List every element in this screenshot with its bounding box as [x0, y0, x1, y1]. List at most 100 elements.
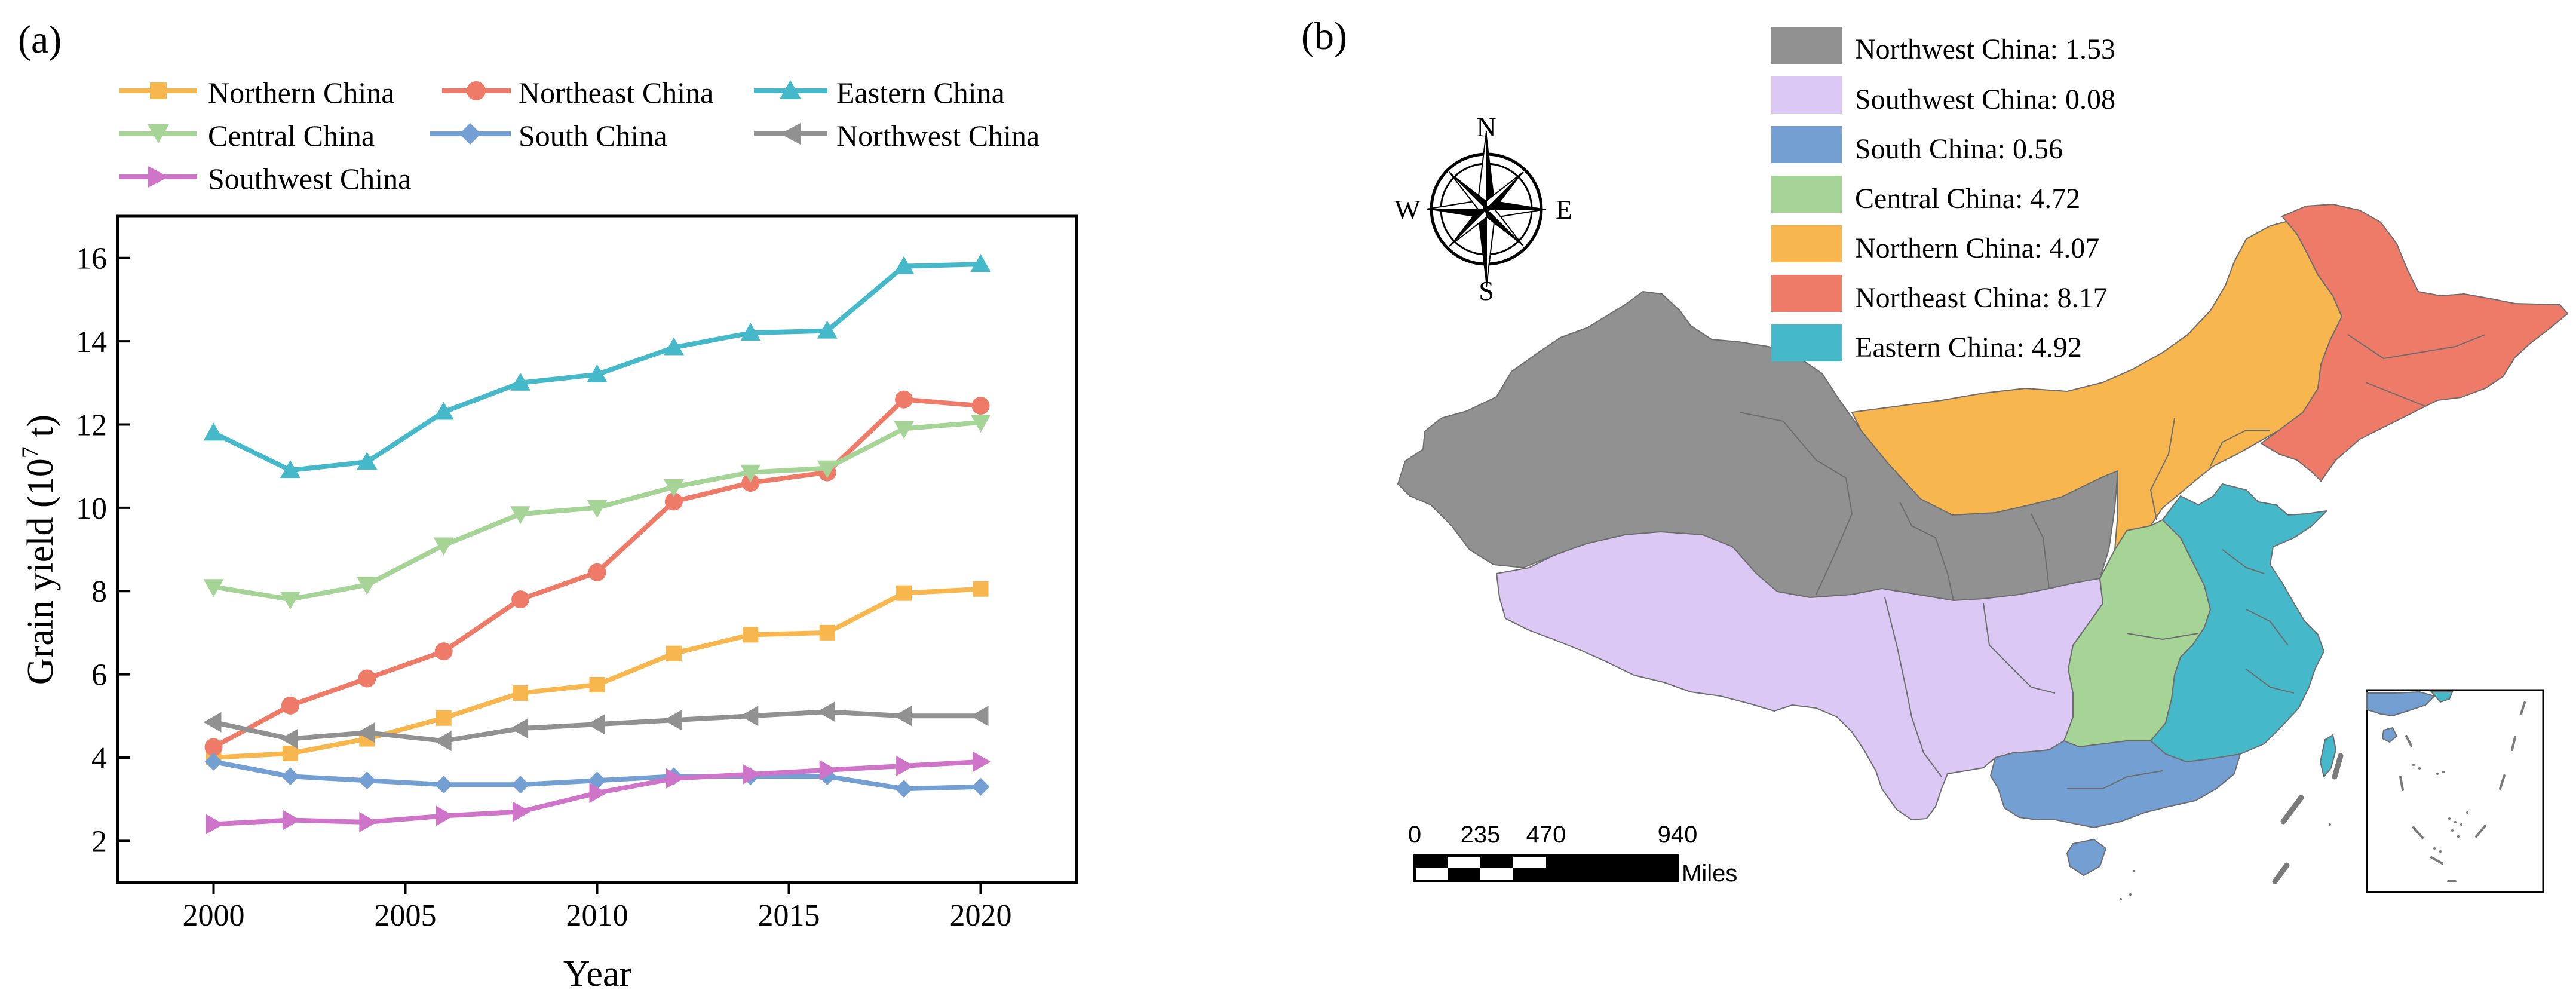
data-point	[663, 479, 684, 497]
data-point	[817, 701, 835, 722]
data-point	[588, 563, 606, 581]
data-point	[971, 397, 990, 415]
data-point	[894, 706, 912, 727]
data-point	[281, 696, 299, 715]
y-tick-label: 8	[91, 575, 107, 609]
x-axis: 2000 2005 2010 2015 2020	[183, 882, 1012, 933]
data-point	[357, 452, 378, 470]
line-chart-legend: Northern China Northeast China Eastern C…	[119, 76, 1039, 195]
data-point	[203, 712, 222, 733]
x-tick-label: 2015	[758, 899, 820, 933]
data-point	[740, 323, 761, 341]
data-point	[203, 422, 224, 441]
legend-swatch	[1771, 275, 1842, 312]
data-point	[589, 783, 608, 804]
data-point	[896, 585, 912, 601]
data-point	[433, 731, 452, 752]
data-point	[513, 801, 531, 822]
series-central-china	[203, 414, 991, 610]
data-point	[204, 738, 223, 756]
data-point	[743, 627, 759, 643]
legend-label: Southwest China	[208, 162, 411, 195]
data-point	[510, 372, 531, 391]
legend-item-south-china: South China	[430, 119, 667, 152]
region-eastern-china	[2150, 483, 2327, 762]
data-point	[433, 537, 454, 556]
y-axis: 2 4 6 8 10 12 14 16	[76, 242, 130, 859]
legend-item-northern-china: Northern China	[119, 76, 394, 109]
data-point	[894, 256, 915, 274]
data-point	[895, 780, 913, 798]
region-hainan	[2066, 839, 2106, 876]
data-point	[971, 777, 990, 796]
data-point	[973, 751, 991, 772]
data-point	[282, 810, 300, 831]
data-point	[513, 685, 529, 701]
data-point	[895, 390, 913, 409]
y-tick-label: 14	[76, 325, 107, 359]
legend-item-northeast-china: Northeast China	[442, 76, 713, 109]
y-tick-label: 2	[91, 825, 107, 859]
data-point	[666, 768, 684, 789]
x-axis-title: Year	[563, 954, 632, 994]
province-borders	[1739, 334, 2486, 789]
data-point	[666, 645, 682, 661]
data-point	[589, 676, 605, 692]
data-point	[587, 714, 605, 735]
data-point	[894, 421, 915, 439]
legend-label: Southwest China: 0.08	[1855, 84, 2115, 115]
data-point	[817, 320, 838, 339]
legend-swatch	[1771, 27, 1842, 64]
legend-item-central-china: Central China	[119, 119, 375, 152]
scale-tick-label: 235	[1461, 822, 1501, 848]
region-taiwan	[2320, 734, 2336, 777]
legend-swatch	[1771, 176, 1842, 213]
data-point	[817, 460, 838, 479]
y-tick-label: 6	[91, 658, 107, 692]
legend-item-eastern-china: Eastern China	[754, 76, 1005, 109]
legend-label: South China: 0.56	[1855, 133, 2063, 165]
y-axis-title: Grain yield (107 t)	[17, 415, 61, 685]
data-point	[282, 745, 298, 761]
data-point	[511, 776, 530, 794]
data-point	[280, 460, 300, 479]
x-tick-label: 2005	[375, 899, 437, 933]
data-point	[587, 364, 608, 382]
series-southwest-china	[206, 751, 991, 835]
data-point	[741, 474, 760, 492]
legend-label: Northern China	[208, 76, 394, 109]
region-south-china	[1990, 740, 2241, 828]
map-legend: Northwest China: 1.53 Southwest China: 0…	[1771, 27, 2115, 363]
data-point	[511, 590, 530, 609]
compass-north-label: N	[1476, 112, 1496, 142]
panel-a-label: (a)	[18, 18, 62, 62]
series-south-china	[204, 752, 990, 798]
data-point	[206, 814, 224, 835]
legend-label: Eastern China	[836, 76, 1005, 109]
legend-label: Central China: 4.72	[1855, 183, 2080, 214]
scale-unit-label: Miles	[1682, 860, 1737, 887]
data-point	[970, 414, 991, 433]
data-point	[664, 492, 683, 511]
legend-swatch	[1771, 225, 1842, 262]
data-point	[740, 706, 759, 727]
compass-west-label: W	[1394, 194, 1421, 225]
panel-b-label: (b)	[1301, 14, 1347, 58]
data-point	[358, 669, 376, 688]
scale-tick-label: 940	[1658, 822, 1698, 848]
data-point	[433, 402, 454, 420]
series-northwest-china	[203, 701, 989, 752]
compass-east-label: E	[1556, 194, 1572, 225]
scale-bar: 0 235 470 940 Miles	[1408, 822, 1737, 887]
x-tick-label: 2010	[566, 899, 628, 933]
data-point	[204, 752, 223, 771]
legend-swatch	[1771, 126, 1842, 163]
data-point	[663, 710, 682, 731]
series-line	[213, 586, 981, 760]
plot-area	[203, 254, 991, 835]
data-point	[743, 764, 761, 785]
legend-swatch	[1771, 76, 1842, 114]
compass-south-label: S	[1479, 275, 1494, 306]
legend-item-southwest-china: Southwest China	[119, 162, 411, 195]
data-point	[357, 722, 375, 743]
